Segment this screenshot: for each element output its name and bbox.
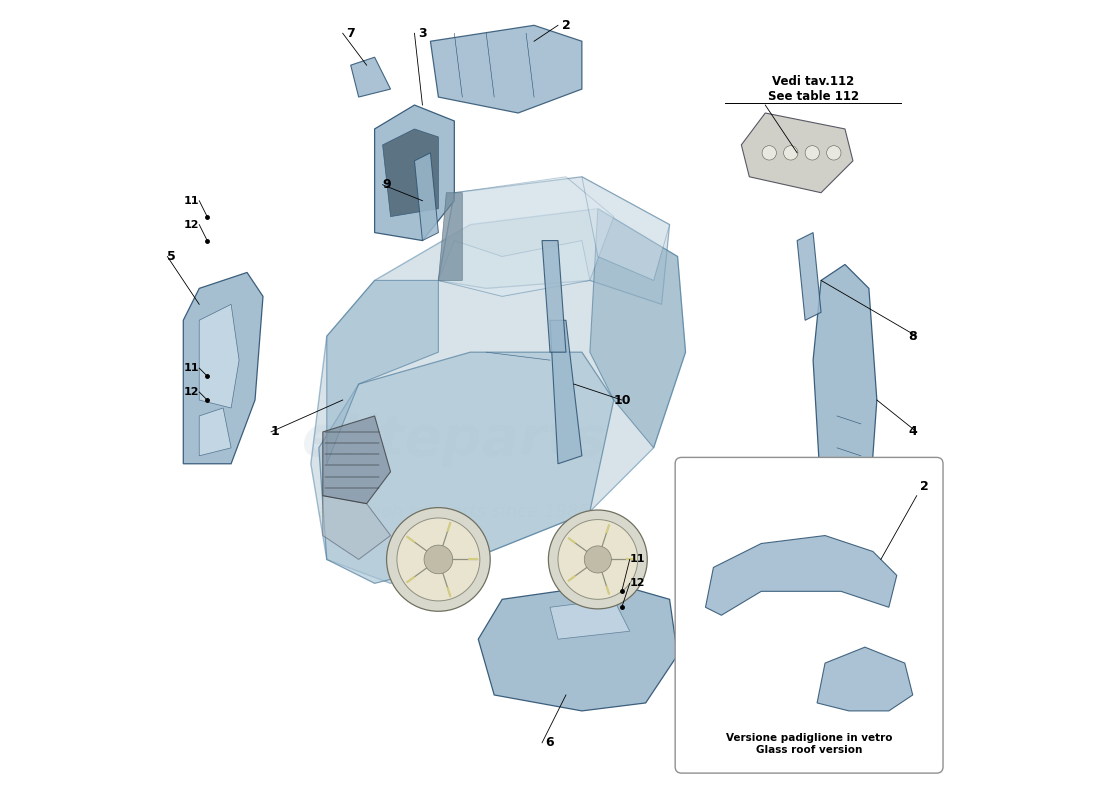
Polygon shape [705, 535, 896, 615]
Polygon shape [550, 599, 629, 639]
Polygon shape [184, 273, 263, 464]
Text: 12: 12 [184, 387, 199, 397]
Polygon shape [430, 26, 582, 113]
Polygon shape [478, 583, 678, 711]
Polygon shape [439, 193, 462, 281]
Polygon shape [375, 105, 454, 241]
Circle shape [584, 546, 612, 573]
Text: 10: 10 [614, 394, 631, 406]
Polygon shape [199, 408, 231, 456]
Text: 12: 12 [629, 578, 646, 588]
Circle shape [805, 146, 820, 160]
Text: 11: 11 [629, 554, 646, 565]
Circle shape [762, 146, 777, 160]
Text: eliteparts: eliteparts [302, 413, 606, 467]
Text: 1: 1 [271, 426, 279, 438]
Circle shape [826, 146, 842, 160]
Polygon shape [590, 209, 685, 448]
Text: 8: 8 [909, 330, 917, 342]
Polygon shape [327, 281, 439, 464]
Text: 5: 5 [166, 250, 175, 263]
Polygon shape [439, 241, 590, 296]
Text: 4: 4 [909, 426, 917, 438]
Polygon shape [550, 320, 582, 464]
Text: 7: 7 [346, 26, 355, 40]
Polygon shape [311, 209, 685, 583]
Circle shape [397, 518, 480, 601]
Text: Vedi tav.112
See table 112: Vedi tav.112 See table 112 [768, 75, 859, 103]
Circle shape [549, 510, 647, 609]
Polygon shape [817, 647, 913, 711]
Text: 9: 9 [382, 178, 390, 191]
Polygon shape [383, 129, 439, 217]
Text: 2: 2 [562, 19, 570, 32]
Polygon shape [798, 233, 821, 320]
Polygon shape [813, 265, 877, 527]
Text: 12: 12 [184, 220, 199, 230]
Text: 3: 3 [418, 26, 427, 40]
Text: 2: 2 [920, 480, 928, 493]
Polygon shape [199, 304, 239, 408]
Polygon shape [439, 177, 670, 304]
Circle shape [558, 519, 638, 599]
Text: 11: 11 [184, 363, 199, 373]
Circle shape [386, 508, 491, 611]
Polygon shape [322, 496, 390, 559]
FancyBboxPatch shape [675, 458, 943, 773]
Text: 6: 6 [546, 736, 554, 750]
Polygon shape [322, 416, 390, 504]
Circle shape [783, 146, 798, 160]
Polygon shape [351, 57, 390, 97]
Text: Versione padiglione in vetro
Glass roof version: Versione padiglione in vetro Glass roof … [726, 733, 892, 754]
Polygon shape [319, 352, 614, 583]
Polygon shape [439, 177, 614, 296]
Text: 11: 11 [184, 196, 199, 206]
Polygon shape [542, 241, 565, 352]
Circle shape [424, 545, 453, 574]
Text: a passion for parts since 1985: a passion for parts since 1985 [318, 502, 591, 521]
Polygon shape [582, 177, 670, 281]
Polygon shape [415, 153, 439, 241]
Polygon shape [741, 113, 853, 193]
